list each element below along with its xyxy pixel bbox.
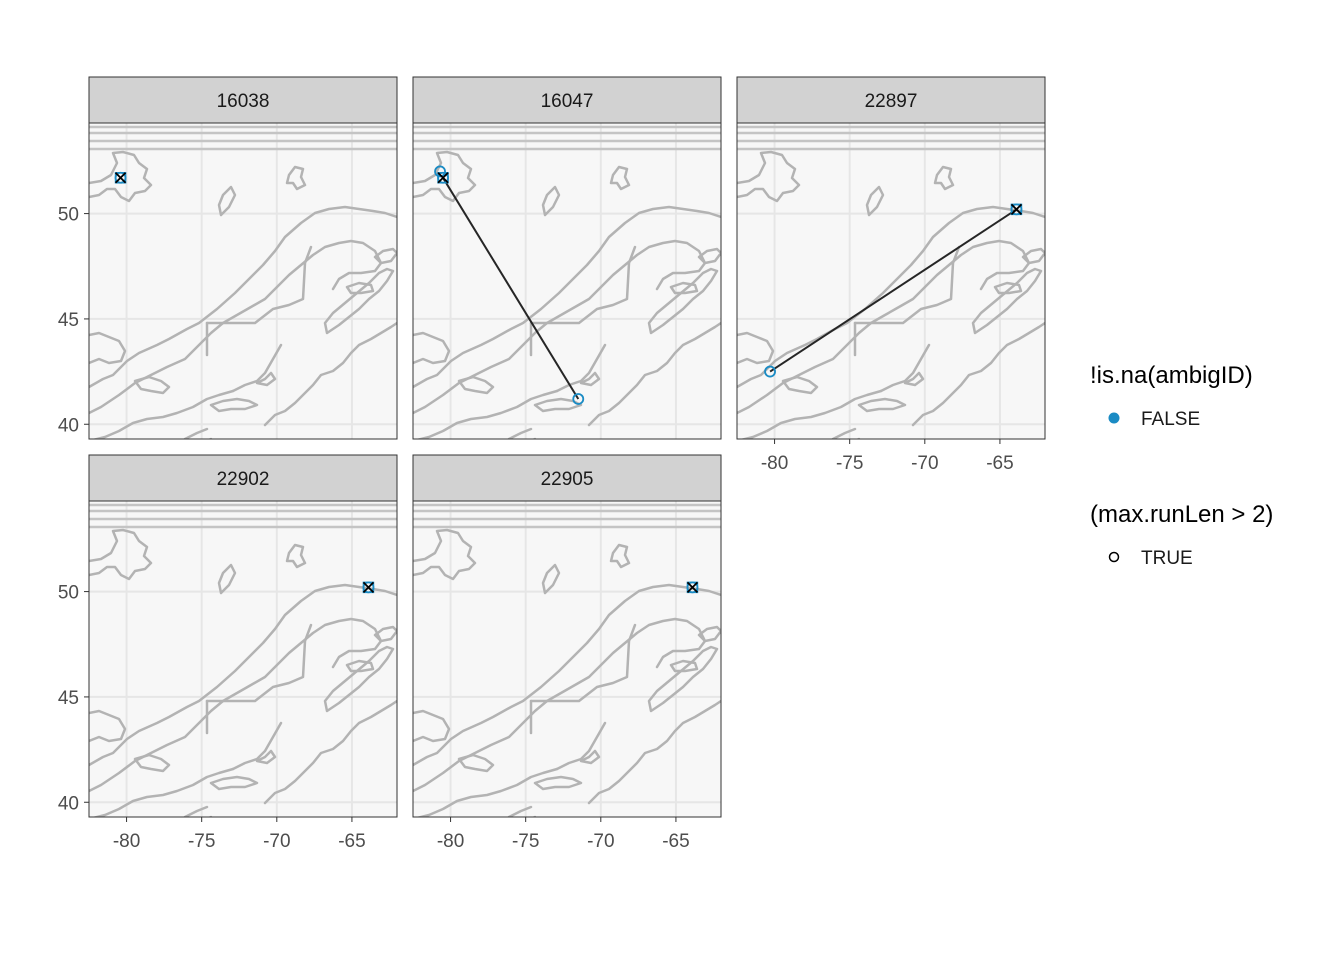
cross-marker-box — [114, 172, 127, 184]
x-tick-label: -70 — [263, 831, 290, 852]
panel-area — [88, 122, 398, 440]
legend-group-ambig: !is.na(ambigID) FALSE — [1090, 362, 1253, 430]
y-tick-label: 40 — [58, 415, 79, 436]
facet-strip — [88, 76, 398, 124]
data-point — [764, 365, 776, 378]
facet-panel-22905: 22905 — [412, 454, 722, 818]
facet-strip — [88, 454, 398, 502]
legend-key-filled-circle — [1108, 412, 1120, 424]
facet-panel-16047: 16047 — [412, 76, 722, 440]
data-point — [572, 393, 585, 405]
cross-marker-box — [1010, 203, 1023, 216]
panel-area — [88, 500, 398, 818]
panel-border — [412, 122, 722, 440]
panel-content — [737, 123, 1045, 439]
x-tick-label: -70 — [587, 831, 614, 852]
cross-marker — [362, 581, 375, 594]
legend-key-open-circle — [1108, 551, 1120, 563]
panel-area — [412, 122, 722, 440]
y-tick-label: 50 — [58, 205, 79, 226]
facet-panel-16038: 16038 — [88, 76, 398, 440]
facet-panel-22897: 22897 — [736, 76, 1046, 440]
x-tick-label: -70 — [911, 453, 938, 474]
legend-title-ambig: !is.na(ambigID) — [1090, 362, 1253, 389]
facet-strip — [736, 76, 1046, 124]
panel-background — [413, 123, 721, 439]
legend-label-true: TRUE — [1141, 548, 1193, 569]
x-tick-label: -65 — [662, 831, 689, 852]
cross-marker — [1010, 203, 1023, 216]
facet-strip-label: 22905 — [541, 469, 594, 490]
x-tick-label: -75 — [836, 453, 863, 474]
cross-marker-box — [686, 581, 699, 594]
facet-panel-22902: 22902 — [88, 454, 398, 818]
x-tick-label: -65 — [338, 831, 365, 852]
legend-title-runlen: (max.runLen > 2) — [1090, 501, 1273, 528]
panel-background — [413, 501, 721, 817]
facet-strip-label: 16047 — [541, 91, 594, 112]
panel-area — [412, 500, 722, 818]
facet-strip-label: 16038 — [217, 91, 270, 112]
facet-strip-label: 22902 — [217, 469, 270, 490]
cross-marker — [114, 172, 127, 184]
panel-content — [89, 123, 397, 439]
legend: !is.na(ambigID) FALSE (max.runLen > 2) T… — [1090, 362, 1273, 569]
y-tick-label: 45 — [58, 310, 79, 331]
y-tick-label: 40 — [58, 793, 79, 814]
x-tick-label: -80 — [437, 831, 464, 852]
facet-strip — [412, 454, 722, 502]
y-tick-label: 45 — [58, 688, 79, 709]
panel-content — [89, 501, 397, 817]
cross-marker — [437, 172, 449, 184]
panel-border — [736, 122, 1046, 440]
legend-group-runlen: (max.runLen > 2) TRUE — [1090, 501, 1273, 569]
x-tick-label: -80 — [113, 831, 140, 852]
panel-border — [88, 500, 398, 818]
cross-marker — [686, 581, 699, 594]
x-tick-label: -65 — [986, 453, 1013, 474]
panel-background — [89, 501, 397, 817]
panel-background — [89, 123, 397, 439]
track-line — [769, 208, 1018, 373]
x-tick-label: -75 — [188, 831, 215, 852]
x-tick-label: -75 — [512, 831, 539, 852]
facet-strip — [412, 76, 722, 124]
legend-label-false: FALSE — [1141, 409, 1200, 430]
cross-marker-box — [362, 581, 375, 594]
cross-marker-box — [437, 172, 449, 184]
panel-border — [88, 122, 398, 440]
panel-content — [413, 501, 721, 817]
facet-strip-label: 22897 — [865, 91, 918, 112]
panel-border — [412, 500, 722, 818]
track-line — [442, 177, 580, 400]
panel-area — [736, 122, 1046, 440]
x-tick-label: -80 — [761, 453, 788, 474]
data-point — [434, 165, 446, 178]
y-tick-label: 50 — [58, 583, 79, 604]
panel-content — [413, 123, 721, 439]
panel-background — [737, 123, 1045, 439]
